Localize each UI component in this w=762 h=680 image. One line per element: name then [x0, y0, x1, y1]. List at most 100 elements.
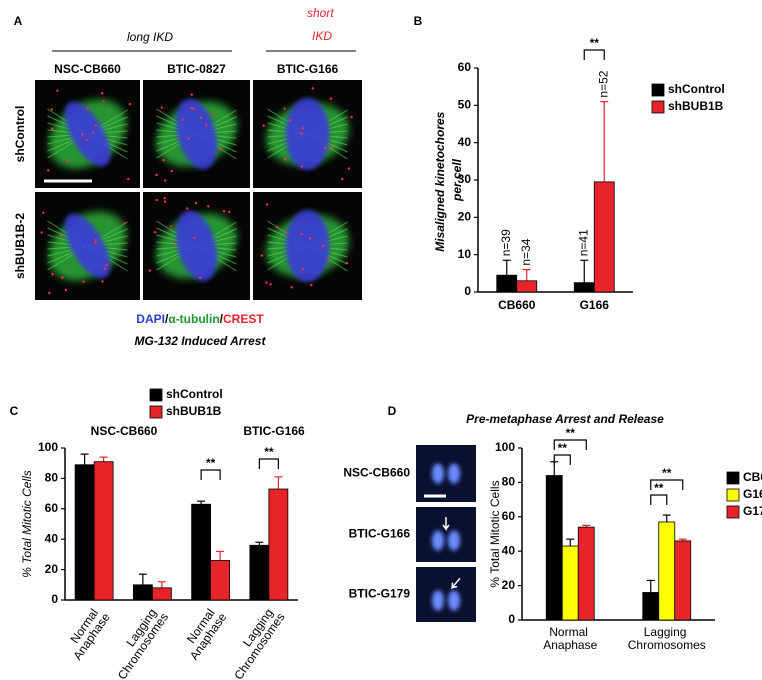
kinetochore [289, 119, 292, 122]
kinetochore [160, 106, 164, 109]
bar [496, 274, 518, 293]
kinetochore [86, 107, 89, 110]
kinetochore [56, 89, 59, 93]
significance-bracket [553, 439, 587, 450]
kinetochore [219, 147, 223, 150]
y-axis-label: Misaligned kinetochores per cell [433, 108, 464, 251]
kinetochore [205, 123, 208, 126]
chromosomes [285, 210, 330, 282]
micrograph [143, 80, 250, 188]
significance-bracket [583, 49, 605, 60]
x-tick-label: Normal Anaphase [61, 603, 113, 662]
kinetochore [162, 158, 165, 162]
kinetochore [350, 115, 353, 119]
kinetochore [91, 131, 95, 134]
row-label: NSC-CB660 [343, 466, 410, 480]
kinetochore [284, 158, 287, 161]
bar [561, 545, 579, 621]
error-bar [138, 573, 147, 585]
kinetochore [155, 198, 158, 202]
kinetochore [198, 276, 202, 279]
kinetochore [187, 137, 191, 141]
bar [516, 280, 538, 293]
legend-label: G179 [743, 504, 762, 518]
chromosomes [64, 101, 111, 167]
kinetochore [265, 203, 269, 206]
y-tick-label: 60 [458, 60, 472, 74]
micrograph [35, 80, 140, 188]
stain-name: α-tubulin [168, 312, 219, 326]
kinetochore [283, 107, 286, 110]
kinetochore [51, 127, 54, 130]
x-tick-label: Lagging Chromosomes [222, 604, 288, 680]
error-bar [274, 476, 283, 490]
kinetochore [103, 267, 106, 270]
kinetochore [199, 116, 203, 119]
nucleus [448, 463, 460, 484]
micrograph [253, 192, 362, 300]
error-bar [566, 538, 575, 547]
y-tick-label: 30 [458, 172, 472, 186]
n-label: n=52 [596, 70, 610, 97]
bar [577, 526, 595, 621]
y-tick-label: 0 [464, 284, 471, 298]
y-tick-label: 50 [458, 98, 472, 112]
kinetochore [186, 207, 189, 210]
error-bar [197, 500, 206, 505]
bar [674, 540, 692, 621]
kinetochore [211, 111, 215, 115]
legend-swatch [726, 488, 740, 502]
y-tick-label: 0 [508, 612, 515, 626]
kinetochore [300, 165, 303, 168]
significance-label: ** [590, 36, 600, 50]
micrograph-bg [416, 567, 476, 622]
significance-bracket [650, 494, 668, 505]
x-tick-label: G166 [580, 298, 610, 312]
kinetochore [192, 107, 195, 110]
y-tick-label: 20 [458, 210, 472, 224]
kinetochore [94, 124, 98, 127]
kinetochore [155, 173, 158, 177]
y-tick-label: 10 [458, 247, 472, 261]
kinetochore [330, 146, 333, 149]
kinetochore [207, 205, 210, 208]
kinetochore [128, 102, 132, 106]
bar [642, 592, 660, 621]
group-label: BTIC-G166 [243, 424, 305, 438]
column-label: BTIC-G166 [277, 62, 339, 76]
legend-swatch [651, 83, 665, 97]
x-tick-label: Normal Anaphase [177, 603, 229, 662]
kinetochore [163, 200, 167, 203]
y-tick-label: 60 [45, 501, 59, 515]
kinetochore [94, 241, 97, 245]
bar [132, 584, 153, 601]
kinetochore [190, 93, 193, 96]
row-label: BTIC-G166 [349, 527, 411, 541]
kinetochore [40, 231, 43, 234]
kinetochore [163, 196, 166, 200]
error-bar [646, 579, 655, 593]
group-label: short IKD [307, 6, 337, 43]
kinetochore [265, 281, 268, 284]
nucleus [432, 590, 444, 611]
significance-label: ** [558, 441, 568, 455]
arrow [442, 517, 450, 532]
significance-label: ** [264, 445, 274, 459]
kinetochore [169, 225, 173, 228]
panel-label: D [388, 404, 397, 418]
nucleus [432, 463, 444, 484]
kinetochore [47, 169, 50, 172]
y-tick-label: 40 [502, 543, 516, 557]
kinetochore [181, 118, 184, 121]
kinetochore [81, 133, 84, 136]
x-tick-label: Lagging Chromosomes [628, 625, 706, 652]
kinetochore [148, 269, 152, 272]
legend-label: shBUB1B [166, 404, 222, 418]
error-bar [157, 581, 166, 588]
kinetochore [300, 233, 303, 236]
kinetochore [341, 177, 344, 181]
kinetochore [42, 211, 45, 215]
nucleus [448, 590, 460, 611]
kinetochore [194, 201, 198, 205]
